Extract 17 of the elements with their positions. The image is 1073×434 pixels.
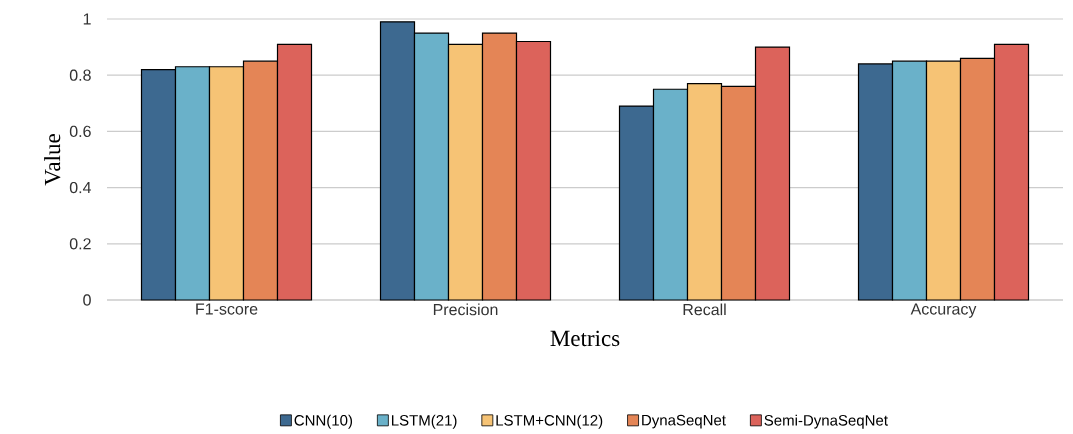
legend-label: CNN(10) bbox=[294, 414, 353, 429]
legend-label: DynaSeqNet bbox=[642, 414, 726, 429]
x-tick-label: Recall bbox=[683, 303, 726, 316]
x-tick-label: Precision bbox=[433, 303, 498, 316]
x-axis-title: Metrics bbox=[550, 330, 620, 347]
legend-label: LSTM+CNN(12) bbox=[496, 414, 603, 429]
x-tick-label: F1-score bbox=[196, 303, 258, 315]
x-tick-label: Accuracy bbox=[910, 303, 977, 318]
legend-label: LSTM(21) bbox=[391, 414, 457, 429]
y-tick-label: 0.6 bbox=[69, 125, 91, 138]
y-tick-label: 0.4 bbox=[69, 181, 92, 194]
y-axis-title: Value bbox=[44, 134, 61, 186]
y-tick-label: 1 bbox=[83, 13, 91, 25]
y-tick-label: 0.8 bbox=[69, 69, 91, 81]
y-tick-label: 0 bbox=[83, 294, 91, 306]
y-tick-label: 0.2 bbox=[69, 238, 91, 250]
legend-label: Semi-DynaSeqNet bbox=[764, 414, 888, 429]
